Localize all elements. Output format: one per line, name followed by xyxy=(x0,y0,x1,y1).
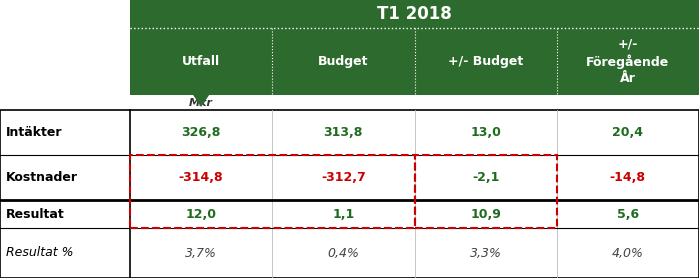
Text: Resultat %: Resultat % xyxy=(6,247,73,259)
Text: Resultat: Resultat xyxy=(6,207,65,220)
Text: Intäkter: Intäkter xyxy=(6,126,62,139)
Text: -314,8: -314,8 xyxy=(179,171,224,184)
Bar xyxy=(130,28,699,95)
Text: Utfall: Utfall xyxy=(182,55,220,68)
Text: +/- Budget: +/- Budget xyxy=(448,55,524,68)
Text: -312,7: -312,7 xyxy=(321,171,366,184)
Text: 1,1: 1,1 xyxy=(332,207,354,220)
Polygon shape xyxy=(193,95,209,107)
Text: 0,4%: 0,4% xyxy=(327,247,359,259)
Text: 3,3%: 3,3% xyxy=(470,247,502,259)
Text: -14,8: -14,8 xyxy=(610,171,646,184)
Text: 20,4: 20,4 xyxy=(612,126,643,139)
Text: 4,0%: 4,0% xyxy=(612,247,644,259)
Bar xyxy=(130,0,699,28)
Bar xyxy=(415,155,556,228)
Text: Kostnader: Kostnader xyxy=(6,171,78,184)
Text: 326,8: 326,8 xyxy=(182,126,221,139)
Text: 13,0: 13,0 xyxy=(470,126,501,139)
Text: +/-
Föregående
År: +/- Föregående År xyxy=(586,38,670,85)
Text: T1 2018: T1 2018 xyxy=(377,5,452,23)
Text: 3,7%: 3,7% xyxy=(185,247,217,259)
Bar xyxy=(0,110,699,278)
Text: 5,6: 5,6 xyxy=(617,207,639,220)
Text: -2,1: -2,1 xyxy=(472,171,499,184)
Bar xyxy=(130,155,415,228)
Text: Budget: Budget xyxy=(318,55,368,68)
Text: Mkr: Mkr xyxy=(189,98,213,108)
Text: 12,0: 12,0 xyxy=(186,207,217,220)
Text: 10,9: 10,9 xyxy=(470,207,501,220)
Text: 313,8: 313,8 xyxy=(324,126,363,139)
